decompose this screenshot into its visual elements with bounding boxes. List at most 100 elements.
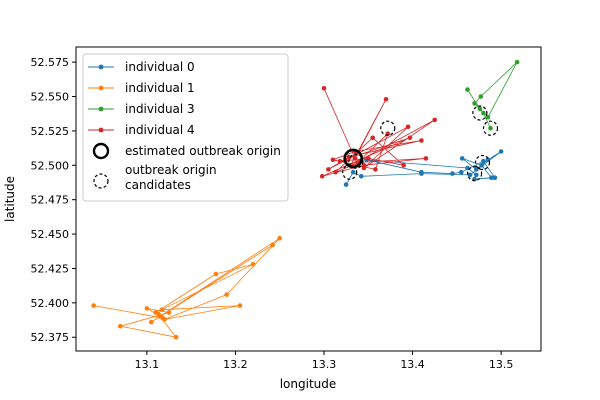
- origin-candidate-marker: [348, 153, 364, 169]
- series-point-individual-0: [481, 158, 486, 164]
- series-point-individual-3: [488, 125, 493, 131]
- legend-label: individual 4: [125, 123, 195, 137]
- legend-label-line: individual 0: [125, 60, 195, 74]
- series-point-individual-1: [159, 307, 165, 313]
- y-tick-label: 52.525: [31, 125, 70, 138]
- series-point-individual-0: [474, 172, 479, 178]
- series-point-individual-4: [419, 138, 424, 143]
- y-tick-label: 52.450: [31, 228, 70, 241]
- series-point-individual-3: [478, 94, 484, 99]
- series-point-individual-0: [450, 171, 455, 176]
- series-point-individual-1: [277, 235, 283, 241]
- series-point-individual-4: [326, 167, 331, 172]
- y-tick-label: 52.475: [31, 194, 70, 207]
- series-point-individual-1: [173, 334, 179, 340]
- legend-label: estimated outbreak origin: [125, 144, 281, 158]
- legend-marker-swatch: [98, 85, 104, 91]
- legend-marker-swatch: [98, 64, 104, 70]
- series-point-individual-4: [366, 156, 371, 161]
- series-point-individual-1: [224, 292, 229, 297]
- series-point-individual-3: [481, 110, 486, 116]
- series-point-individual-4: [337, 158, 343, 164]
- y-tick-label: 52.500: [31, 159, 70, 172]
- y-axis-label: latitude: [3, 176, 17, 222]
- legend-label-line: estimated outbreak origin: [125, 144, 281, 158]
- series-point-individual-4: [370, 135, 376, 141]
- series-point-individual-0: [459, 156, 465, 161]
- y-tick-label: 52.425: [31, 262, 70, 275]
- origin-candidate-marker: [380, 120, 396, 136]
- series-line-individual-1: [93, 237, 281, 338]
- legend-label-line: individual 4: [125, 123, 195, 137]
- series-point-individual-4: [330, 157, 336, 163]
- series-point-individual-4: [407, 135, 413, 141]
- series-point-individual-0: [343, 182, 349, 187]
- legend-label: individual 0: [125, 60, 195, 74]
- series-point-individual-0: [479, 163, 485, 168]
- series-point-individual-1: [213, 271, 219, 277]
- legend-estimated-origin-swatch: [92, 142, 110, 160]
- series-point-individual-4: [432, 117, 438, 123]
- series-point-individual-0: [459, 169, 464, 175]
- series-point-individual-4: [352, 156, 358, 161]
- origin-candidate-marker: [474, 154, 491, 171]
- legend-candidate-swatch: [93, 173, 109, 189]
- origin-candidate-marker: [472, 105, 488, 121]
- series-point-individual-1: [250, 262, 256, 267]
- series-point-individual-0: [350, 169, 356, 175]
- y-tick-label: 52.400: [31, 297, 70, 310]
- series-point-individual-3: [465, 87, 470, 92]
- x-axis-label: longitude: [280, 377, 337, 391]
- legend-label-line: individual 1: [125, 81, 195, 95]
- series-point-individual-3: [472, 101, 477, 106]
- series-point-individual-4: [401, 163, 407, 168]
- series-point-individual-1: [237, 303, 243, 308]
- legend-label-line: outbreak origin: [125, 163, 217, 177]
- series-point-individual-0: [419, 169, 424, 175]
- series-point-individual-3: [514, 59, 520, 65]
- axes-layer: 13.1 13.2 13.3 13.4 13.5 52.375 52.400 52.425 52…: [31, 46, 542, 371]
- series-point-individual-1: [270, 242, 275, 248]
- series-point-individual-4: [405, 124, 411, 130]
- plot-layer: [91, 59, 520, 340]
- y-tick-label: 52.375: [31, 331, 70, 344]
- series-point-individual-4: [373, 167, 378, 172]
- x-tick-label: 13.3: [312, 358, 337, 371]
- series-point-individual-0: [467, 172, 473, 178]
- x-tick-label: 13.2: [223, 358, 248, 371]
- series-point-individual-4: [333, 169, 338, 175]
- series-point-individual-4: [346, 154, 352, 160]
- x-tick-label: 13.4: [400, 358, 425, 371]
- series-point-individual-4: [321, 86, 327, 91]
- legend-label: individual 3: [125, 102, 195, 116]
- legend-marker-swatch: [98, 127, 104, 133]
- legend: individual 0 individual 1 individual 3 indi…: [82, 53, 289, 202]
- series-point-individual-4: [423, 156, 429, 161]
- series-point-individual-0: [489, 175, 494, 180]
- series-point-individual-1: [162, 317, 167, 322]
- axes-frame: [75, 46, 542, 352]
- x-tick-label: 13.1: [135, 358, 160, 371]
- series-point-individual-1: [144, 306, 150, 311]
- series-point-individual-0: [492, 175, 498, 180]
- origin-candidate-marker: [467, 166, 483, 182]
- legend-label: outbreak origin candidates: [125, 163, 217, 192]
- legend-label-line: individual 3: [125, 102, 195, 116]
- x-tick-label: 13.5: [489, 358, 514, 371]
- legend-marker-swatch: [98, 106, 104, 112]
- estimated-origin-marker: [343, 148, 364, 169]
- legend-box: [82, 53, 289, 202]
- series-point-individual-3: [477, 106, 483, 112]
- series-point-individual-1: [91, 303, 96, 308]
- legend-label-line: candidates: [125, 178, 191, 192]
- plot-area: [91, 59, 520, 340]
- legend-label: individual 1: [125, 81, 195, 95]
- series-point-individual-0: [358, 174, 364, 179]
- series-point-individual-1: [166, 310, 172, 315]
- series-point-individual-0: [498, 149, 504, 154]
- series-point-individual-0: [474, 167, 479, 172]
- series-point-individual-1: [156, 311, 161, 317]
- series-point-individual-1: [118, 323, 123, 329]
- y-tick-label: 52.550: [31, 91, 70, 104]
